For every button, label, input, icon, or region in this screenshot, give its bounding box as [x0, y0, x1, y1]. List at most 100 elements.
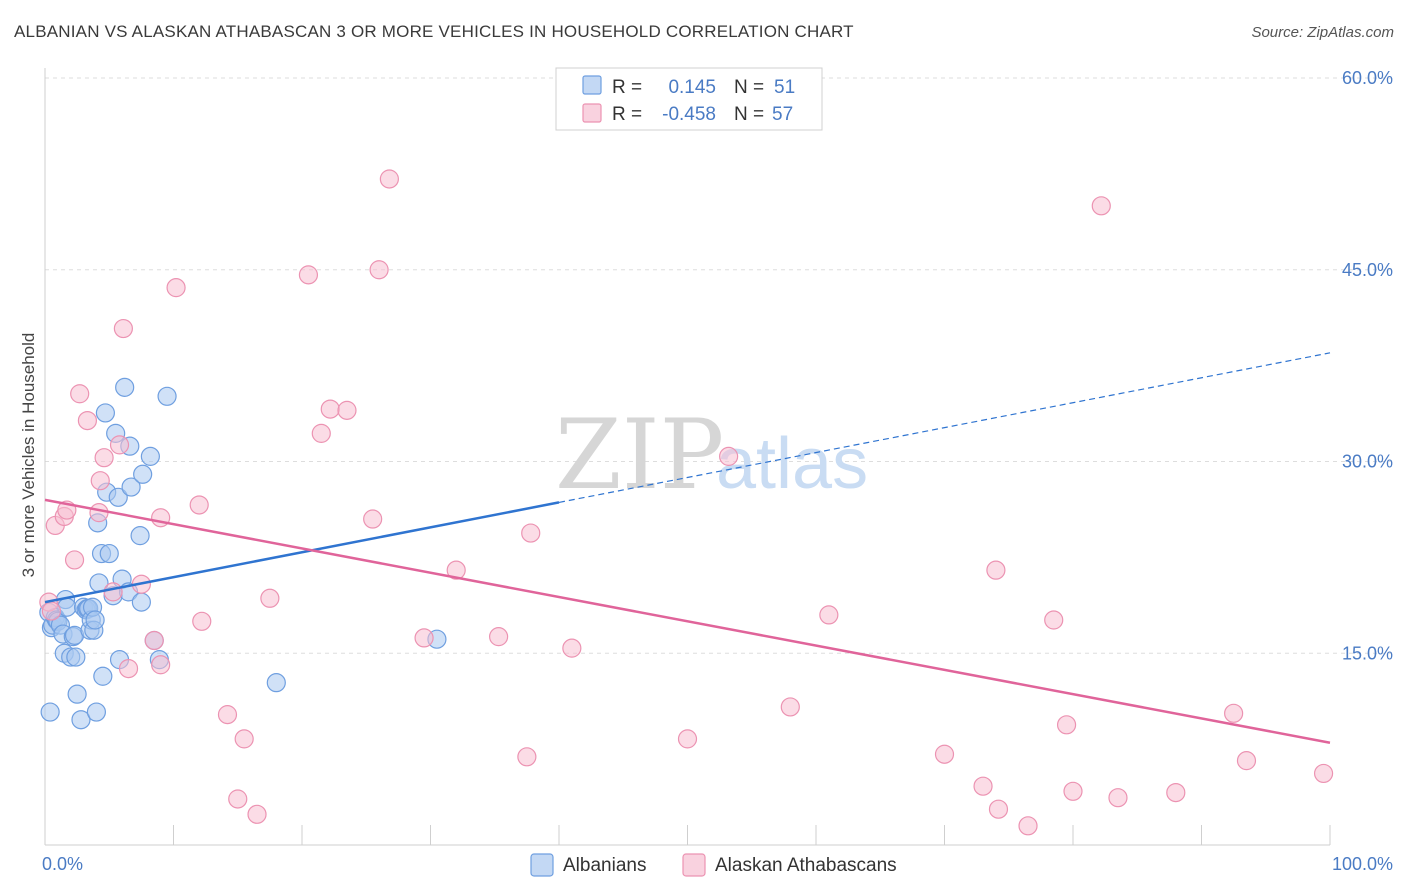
watermark-atlas: atlas: [716, 424, 868, 504]
alaskan-point: [988, 799, 1009, 819]
alaskan-point: [1018, 816, 1038, 836]
x-tick-label: 100.0%: [1332, 854, 1393, 874]
correlation-legend: R = 0.145 N = 51 R = -0.458 N = 57: [555, 67, 823, 131]
alaskan-point: [337, 400, 357, 420]
albanians-point: [86, 702, 107, 722]
albanians-point: [40, 702, 60, 722]
alaskan-point: [1056, 715, 1077, 735]
legend-r-label: R =: [612, 77, 642, 98]
alaskan-point: [89, 503, 109, 523]
alaskan-point: [414, 628, 434, 648]
legend-n-label: N =: [734, 104, 764, 125]
series-alaskan-athabascans: [39, 169, 1334, 836]
alaskan-point: [819, 605, 839, 625]
alaskan-point: [144, 630, 164, 651]
albanians-point: [67, 684, 87, 704]
bottom-legend-label-alaskan: Alaskan Athabascans: [715, 855, 897, 876]
alaskan-point: [90, 471, 110, 491]
albanians-point: [121, 477, 141, 497]
alaskan-point: [986, 560, 1006, 580]
alaskan-point: [298, 265, 319, 285]
legend-n-label: N =: [734, 77, 764, 98]
series-legend: Albanians Alaskan Athabascans: [530, 853, 897, 877]
legend-n-value-alaskan: 57: [772, 104, 793, 125]
albanians-point: [95, 403, 115, 423]
alaskan-point: [64, 550, 85, 570]
alaskan-point: [189, 495, 209, 515]
y-tick-label: 45.0%: [1342, 260, 1393, 280]
albanians-point: [115, 377, 135, 397]
y-tick-label: 60.0%: [1342, 68, 1393, 88]
watermark: ZIP atlas: [555, 399, 868, 511]
alaskan-point: [1063, 781, 1083, 801]
alaskan-point: [166, 278, 186, 298]
albanians-point: [108, 487, 128, 507]
alaskan-point: [118, 658, 139, 679]
alaskan-point: [363, 509, 383, 529]
alaskan-point: [521, 523, 541, 543]
alaskan-point: [934, 744, 955, 764]
alaskan-point: [109, 435, 130, 455]
albanians-point: [85, 610, 105, 630]
bottom-legend-label-albanians: Albanians: [563, 855, 646, 876]
alaskan-point: [973, 776, 993, 796]
alaskan-point: [379, 169, 399, 189]
trend-line-albanians-extension: [558, 352, 1331, 503]
alaskan-point: [41, 601, 62, 621]
alaskan-point: [113, 318, 133, 339]
legend-r-label: R =: [612, 104, 642, 125]
alaskan-point: [1224, 703, 1244, 723]
albanians-point: [66, 647, 86, 667]
alaskan-point: [677, 729, 698, 749]
alaskan-point: [1313, 763, 1334, 784]
alaskan-point: [192, 611, 212, 631]
series-albanians: [39, 377, 447, 730]
y-tick-label: 15.0%: [1342, 643, 1393, 663]
albanians-point: [130, 526, 150, 546]
albanians-point: [93, 666, 113, 686]
alaskan-point: [517, 747, 537, 767]
alaskan-point: [77, 410, 98, 431]
albanians-point: [71, 710, 91, 730]
alaskan-point: [320, 399, 340, 419]
alaskan-point: [719, 446, 739, 466]
alaskan-point: [94, 448, 114, 468]
albanians-point: [99, 543, 119, 564]
y-tick-label: 30.0%: [1342, 452, 1393, 472]
legend-r-value-alaskan: -0.458: [662, 104, 716, 125]
alaskan-point: [780, 697, 800, 717]
source-label: Source: ZipAtlas.com: [1251, 24, 1394, 41]
alaskan-point: [1044, 610, 1064, 630]
alaskan-point: [1166, 782, 1186, 803]
alaskan-point: [247, 804, 267, 824]
alaskan-point: [228, 789, 248, 809]
albanians-point: [140, 446, 160, 466]
alaskan-point: [446, 560, 466, 580]
legend-swatch-albanians: [582, 75, 602, 95]
legend-n-value-albanians: 51: [774, 77, 795, 98]
albanians-point: [133, 464, 153, 484]
watermark-zip: ZIP: [555, 399, 724, 511]
alaskan-point: [489, 627, 509, 647]
alaskan-point: [1091, 196, 1111, 216]
trend-lines: [44, 352, 1331, 744]
alaskan-point: [151, 655, 171, 675]
legend-swatch-alaskan: [582, 103, 602, 123]
alaskan-point: [217, 705, 238, 725]
alaskan-point: [369, 260, 389, 280]
alaskan-point: [234, 729, 254, 749]
y-axis-label: 3 or more Vehicles in Household: [19, 333, 38, 578]
albanians-point: [131, 592, 151, 612]
trend-line-alaskan: [44, 498, 1331, 744]
alaskan-point: [260, 588, 280, 608]
alaskan-point: [1108, 788, 1128, 808]
bottom-legend-swatch-alaskan: [682, 853, 706, 877]
alaskan-point: [311, 423, 331, 443]
albanians-point: [157, 386, 177, 406]
alaskan-point: [70, 384, 90, 404]
bottom-legend-swatch-albanians: [530, 853, 554, 877]
albanians-point: [266, 673, 286, 693]
tick-labels: 15.0% 30.0% 45.0% 60.0% 0.0% 100.0%: [42, 68, 1393, 874]
trend-line-albanians: [44, 501, 560, 604]
